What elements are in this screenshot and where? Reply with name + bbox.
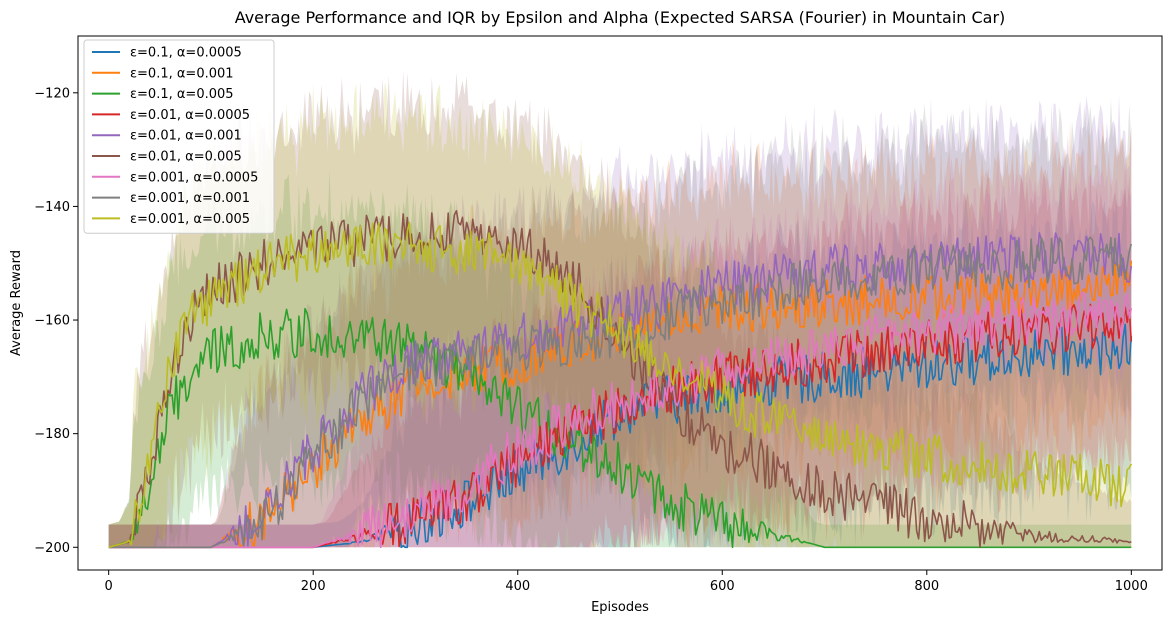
x-tick-label: 800 — [914, 579, 939, 594]
legend-label: ε=0.1, α=0.005 — [130, 87, 234, 102]
legend-label: ε=0.01, α=0.005 — [130, 150, 242, 165]
legend-label: ε=0.001, α=0.005 — [130, 212, 250, 227]
iqr-band — [108, 120, 1132, 548]
legend: ε=0.1, α=0.0005 ε=0.1, α=0.001 ε=0.1, α=0.… — [83, 39, 275, 234]
y-tick-label: −200 — [34, 541, 70, 556]
y-tick-label: −120 — [34, 86, 70, 101]
x-axis-title: Episodes — [591, 600, 649, 615]
series-line — [108, 210, 1132, 549]
legend-label: ε=0.1, α=0.0005 — [130, 46, 242, 61]
legend-label: ε=0.1, α=0.001 — [130, 66, 234, 81]
chart-title: Average Performance and IQR by Epsilon a… — [235, 8, 1006, 27]
x-tick-label: 400 — [505, 579, 530, 594]
series-line — [108, 221, 1133, 549]
legend-label: ε=0.001, α=0.001 — [130, 191, 250, 206]
x-tick-label: 200 — [301, 579, 326, 594]
x-tick-label: 600 — [710, 579, 735, 594]
legend-label: ε=0.01, α=0.0005 — [130, 108, 250, 123]
iqr-band — [108, 70, 1132, 548]
iqr-band — [108, 169, 1132, 548]
y-tick-label: −180 — [34, 427, 70, 442]
y-tick-label: −160 — [34, 314, 70, 329]
y-axis-title: Average Reward — [9, 250, 24, 356]
y-axis: −200 −180 −160 −140 −120 — [34, 86, 78, 556]
legend-box — [83, 39, 275, 234]
plot-frame — [77, 35, 1163, 571]
x-tick-label: 0 — [105, 579, 113, 594]
series-line — [108, 291, 1133, 549]
x-tick-label: 1000 — [1115, 579, 1148, 594]
x-axis: 0 200 400 600 800 1000 — [105, 570, 1148, 594]
series-lines — [108, 210, 1133, 549]
series-line — [108, 236, 1133, 549]
legend-label: ε=0.001, α=0.0005 — [130, 170, 258, 185]
series-line — [108, 307, 1132, 549]
legend-label: ε=0.01, α=0.001 — [130, 129, 242, 144]
y-tick-label: −140 — [34, 200, 70, 215]
